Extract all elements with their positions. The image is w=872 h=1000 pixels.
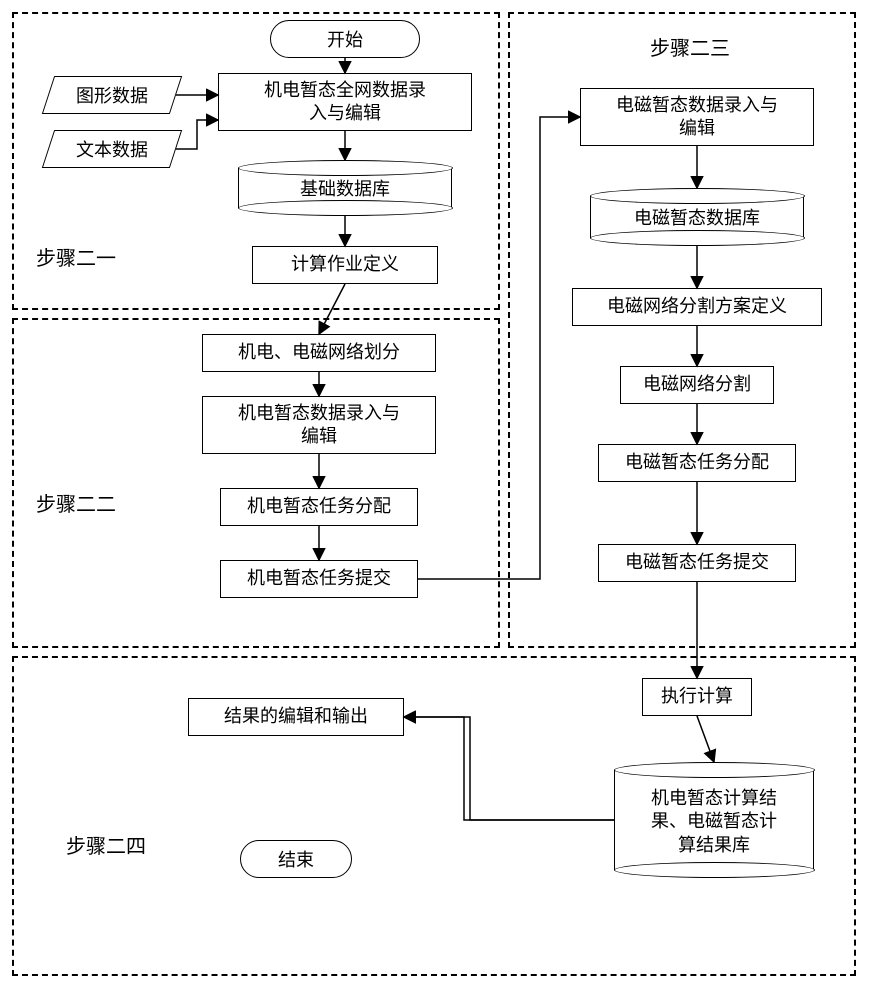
node-db3: 机电暂态计算结果、电磁暂态计算结果库: [614, 770, 814, 870]
label-step-22: 步骤二二: [36, 488, 116, 517]
node-start: 开始: [270, 20, 420, 58]
node-c5: 电磁暂态任务提交: [598, 544, 796, 582]
node-d2: 结果的编辑和输出: [188, 698, 404, 736]
node-p2: 文本数据: [42, 130, 182, 168]
node-b1: 机电、电磁网络划分: [202, 334, 436, 372]
node-end: 结束: [240, 840, 352, 878]
node-c1: 电磁暂态数据录入与编辑: [580, 88, 814, 146]
node-c2: 电磁网络分割方案定义: [572, 288, 822, 326]
label-step-21: 步骤二一: [36, 242, 116, 271]
node-db2: 电磁暂态数据库: [590, 196, 804, 238]
node-d1: 执行计算: [642, 678, 752, 716]
label-step-23: 步骤二三: [650, 32, 730, 61]
node-a2: 计算作业定义: [252, 246, 438, 284]
node-b2: 机电暂态数据录入与编辑: [202, 396, 436, 454]
node-b3: 机电暂态任务分配: [220, 488, 418, 526]
label-step-24: 步骤二四: [66, 830, 146, 859]
node-b4: 机电暂态任务提交: [220, 560, 418, 598]
node-p1: 图形数据: [42, 76, 182, 114]
node-c3: 电磁网络分割: [620, 366, 774, 404]
node-c4: 电磁暂态任务分配: [598, 444, 796, 482]
node-a1: 机电暂态全网数据录入与编辑: [218, 73, 472, 131]
node-db1: 基础数据库: [238, 168, 452, 208]
